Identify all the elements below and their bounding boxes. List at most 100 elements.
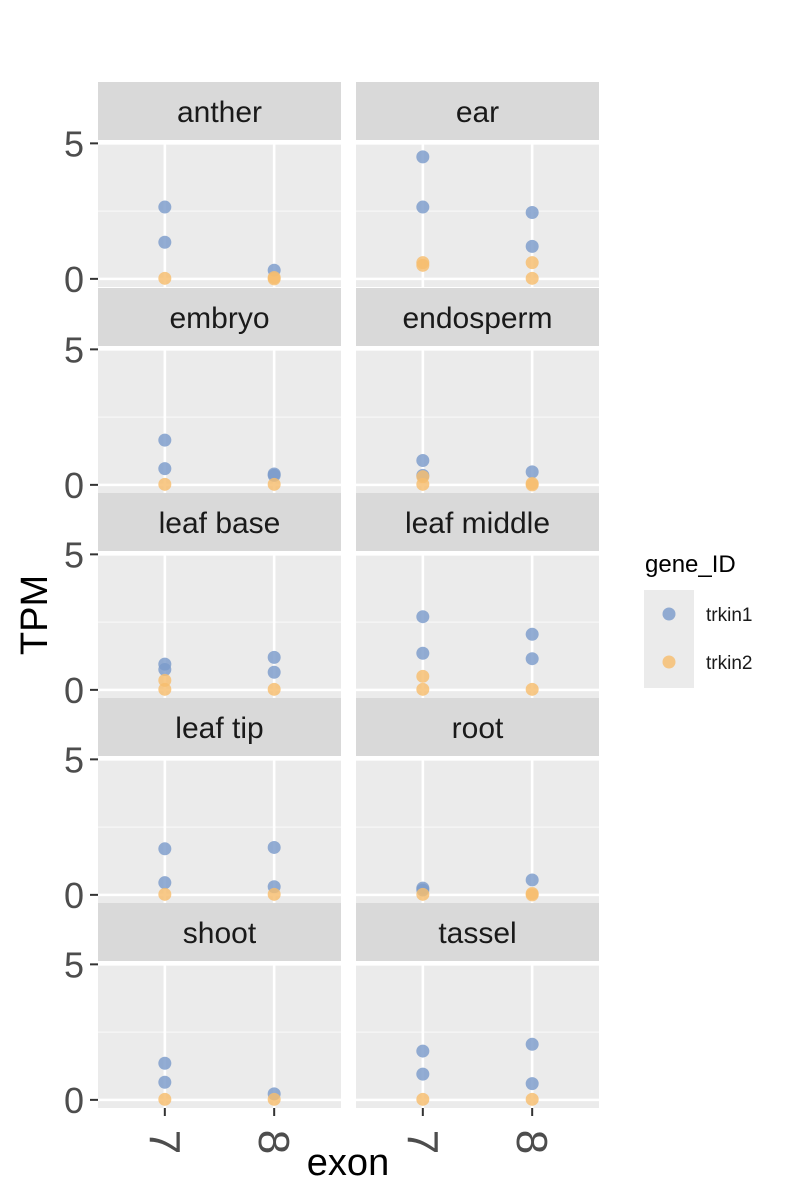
facet-strip [356, 493, 599, 551]
y-tick-label: 5 [64, 329, 84, 370]
legend-label: trkin2 [706, 653, 752, 674]
facet-strip [356, 82, 599, 140]
panel-background [356, 963, 599, 1108]
facet-strip [98, 903, 341, 961]
data-point-trkin2 [525, 256, 539, 270]
x-axis-title: exon [307, 1142, 389, 1184]
data-point-trkin2 [267, 477, 281, 491]
y-tick-label: 0 [64, 259, 84, 300]
data-point-trkin1 [416, 1067, 430, 1081]
data-point-trkin2 [267, 682, 281, 696]
y-tick-label: 5 [64, 123, 84, 164]
data-point-trkin2 [416, 477, 430, 491]
facet-strip [356, 288, 599, 346]
data-point-trkin1 [525, 873, 539, 887]
facet-strip-label: endosperm [402, 302, 552, 335]
data-point-trkin1 [267, 650, 281, 664]
data-point-trkin2 [158, 887, 172, 901]
data-point-trkin2 [416, 258, 430, 272]
x-tick-label: 7 [397, 1130, 446, 1154]
legend-title: gene_ID [645, 551, 736, 578]
y-tick-label: 0 [64, 1080, 84, 1121]
data-point-trkin1 [416, 646, 430, 660]
panel-background [356, 553, 599, 698]
data-point-trkin1 [158, 200, 172, 214]
data-point-trkin2 [525, 682, 539, 696]
data-point-trkin1 [416, 453, 430, 467]
y-tick-label: 0 [64, 670, 84, 711]
data-point-trkin1 [158, 235, 172, 249]
panel-background [356, 758, 599, 903]
facet-strip-label: shoot [183, 917, 257, 950]
x-tick-label: 8 [249, 1130, 298, 1154]
data-point-trkin2 [525, 271, 539, 285]
data-point-trkin1 [267, 665, 281, 679]
data-point-trkin1 [158, 842, 172, 856]
data-point-trkin1 [158, 876, 172, 890]
facet-strip-label: leaf base [159, 507, 281, 540]
data-point-trkin2 [158, 1092, 172, 1106]
data-point-trkin1 [525, 1077, 539, 1091]
facet-strip [98, 493, 341, 551]
data-point-trkin2 [416, 1092, 430, 1106]
y-tick-label: 5 [64, 944, 84, 985]
facet-strip-label: tassel [438, 917, 516, 950]
y-tick-label: 5 [64, 534, 84, 575]
data-point-trkin1 [525, 627, 539, 641]
data-point-trkin1 [525, 205, 539, 219]
data-point-trkin1 [525, 1037, 539, 1051]
data-point-trkin1 [416, 1044, 430, 1058]
panel-background [98, 553, 341, 698]
facet-strip-label: root [452, 712, 504, 745]
data-point-trkin1 [158, 663, 172, 677]
data-point-trkin2 [416, 669, 430, 683]
data-point-trkin2 [158, 477, 172, 491]
data-point-trkin2 [158, 682, 172, 696]
y-tick-label: 5 [64, 739, 84, 780]
data-point-trkin1 [158, 462, 172, 476]
panel-background [98, 758, 341, 903]
data-point-trkin2 [416, 887, 430, 901]
legend-key-background [644, 590, 694, 688]
y-axis-title: TPM [14, 575, 56, 655]
data-point-trkin2 [525, 1092, 539, 1106]
facet-strip [98, 288, 341, 346]
data-point-trkin1 [267, 468, 281, 482]
panel-background [98, 348, 341, 493]
data-point-trkin2 [525, 478, 539, 492]
panel-background [356, 348, 599, 493]
data-point-trkin1 [158, 1075, 172, 1089]
facet-strip [98, 698, 341, 756]
facet-strip-label: leaf tip [175, 712, 263, 745]
facet-strip-label: ear [456, 96, 499, 129]
x-tick-label: 7 [139, 1130, 188, 1154]
data-point-trkin1 [416, 150, 430, 164]
data-point-trkin1 [267, 840, 281, 854]
data-point-trkin1 [525, 652, 539, 666]
data-point-trkin2 [158, 673, 172, 687]
legend-label: trkin1 [706, 605, 752, 626]
data-point-trkin2 [525, 888, 539, 902]
facet-strip-label: leaf middle [405, 507, 550, 540]
data-point-trkin1 [525, 465, 539, 479]
facet-strip-label: embryo [169, 302, 269, 335]
legend-key-trkin2 [662, 655, 676, 669]
panel-background [98, 142, 341, 287]
facet-strip [356, 698, 599, 756]
data-point-trkin2 [267, 272, 281, 286]
data-point-trkin2 [416, 682, 430, 696]
y-tick-label: 0 [64, 875, 84, 916]
y-tick-label: 0 [64, 465, 84, 506]
panel-background [356, 142, 599, 287]
data-point-trkin2 [267, 1092, 281, 1106]
legend-key-trkin1 [662, 607, 676, 621]
data-point-trkin2 [267, 887, 281, 901]
panel-background [98, 963, 341, 1108]
facet-strip [98, 82, 341, 140]
facet-strip-label: anther [177, 96, 262, 129]
data-point-trkin1 [158, 433, 172, 447]
data-point-trkin1 [416, 200, 430, 214]
data-point-trkin1 [158, 1056, 172, 1070]
data-point-trkin2 [158, 271, 172, 285]
